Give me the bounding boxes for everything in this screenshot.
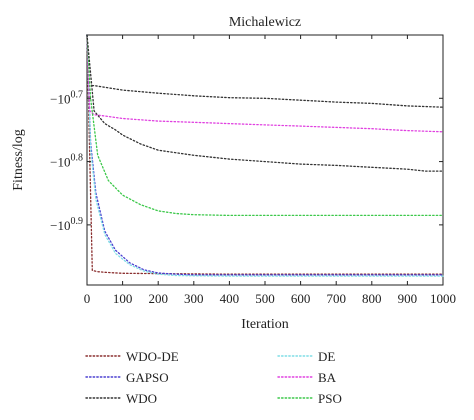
x-tick-label: 600: [291, 291, 311, 306]
y-tick-label-base: −10: [50, 218, 70, 233]
series-line-2: [86, 34, 444, 108]
legend-label: DE: [318, 349, 335, 364]
y-axis-ticks: −100.7−100.8−100.9: [50, 89, 443, 233]
y-tick-label-base: −10: [50, 155, 70, 170]
y-tick-label: −100.8: [50, 153, 83, 170]
x-axis-ticks: 0 100 200 300 400 500 600 700 800 900 1000: [84, 35, 456, 306]
chart-title: Michalewicz: [229, 15, 301, 30]
y-tick-label-exponent: 0.8: [71, 153, 84, 164]
series-line-1: [86, 34, 444, 276]
legend-label: WDO: [126, 391, 157, 406]
legend-label: GAPSO: [126, 370, 169, 385]
y-tick-label-exponent: 0.7: [71, 89, 84, 100]
x-tick-label: 400: [220, 291, 240, 306]
x-tick-label: 800: [362, 291, 382, 306]
plot-frame: [86, 34, 444, 286]
x-tick-label: 900: [398, 291, 418, 306]
y-tick-label-base: −10: [50, 91, 70, 106]
legend-label: BA: [318, 370, 337, 385]
y-tick-label-exponent: 0.9: [71, 216, 84, 227]
x-tick-label: 0: [84, 291, 91, 306]
series-line-0: [86, 34, 444, 275]
series-line-4: [86, 34, 444, 133]
x-tick-label: 1000: [430, 291, 456, 306]
series-line-5: [86, 34, 444, 217]
x-tick-label: 700: [326, 291, 346, 306]
series-layer: [86, 34, 444, 277]
series-line-6: [86, 34, 444, 172]
y-tick-label: −100.9: [50, 216, 83, 233]
x-tick-label: 100: [113, 291, 133, 306]
legend: WDO-DE GAPSO WDO DE BA PSO: [85, 349, 342, 406]
x-axis-label: Iteration: [241, 317, 288, 332]
series-line-3: [86, 34, 444, 277]
x-tick-label: 200: [148, 291, 168, 306]
x-tick-label: 300: [184, 291, 204, 306]
legend-label: WDO-DE: [126, 349, 179, 364]
y-axis-label: Fitness/log: [11, 129, 26, 190]
x-tick-label: 500: [255, 291, 275, 306]
legend-label: PSO: [318, 391, 342, 406]
y-tick-label: −100.7: [50, 89, 83, 106]
